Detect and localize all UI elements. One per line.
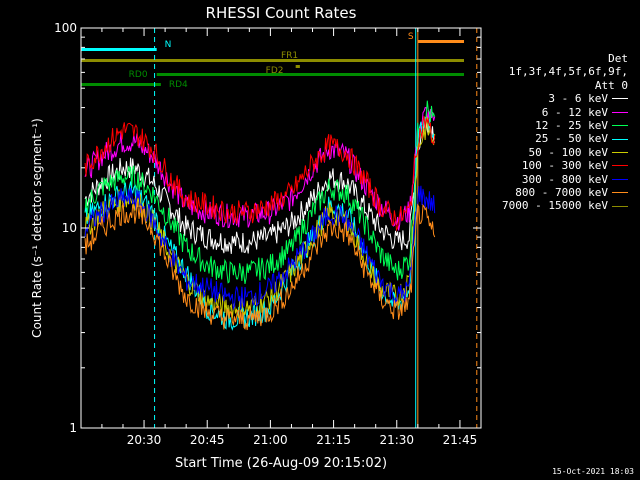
- legend-swatch: [612, 205, 628, 207]
- legend-item: 7000 - 15000 keV: [484, 199, 634, 212]
- legend-item-label: 6 - 12 keV: [541, 105, 608, 119]
- legend-item-label: 7000 - 15000 keV: [502, 199, 608, 213]
- legend-item-label: 100 - 300 keV: [521, 159, 608, 173]
- legend-swatch: [612, 165, 628, 167]
- legend-swatch: [612, 192, 628, 194]
- flag-bar-n: [81, 48, 157, 51]
- legend-swatch: [612, 178, 628, 180]
- legend-swatch: [612, 98, 628, 100]
- legend-swatch: [612, 152, 628, 154]
- plot-area: N S FR1 FD2 RD0 RD4: [81, 28, 478, 428]
- flag-label-rd0: RD0: [129, 70, 148, 80]
- y-tick-label: 100: [54, 21, 77, 35]
- x-tick-label: 21:00: [253, 433, 288, 447]
- flag-bar-fr1: [81, 59, 464, 62]
- series-line-5: [84, 115, 436, 232]
- legend-item-label: 300 - 800 keV: [521, 172, 608, 186]
- plot-frame: [80, 27, 482, 429]
- flag-bar-rd0: [156, 73, 465, 76]
- series-line-3: [84, 117, 436, 331]
- legend-item-label: 25 - 50 keV: [535, 132, 608, 146]
- x-tick-label: 21:45: [443, 433, 478, 447]
- legend-item: 25 - 50 keV: [484, 132, 634, 145]
- x-tick-label: 21:30: [379, 433, 414, 447]
- axes: 1 10 100 20:30 20:45 21:00 21:15 21:30 21:45: [54, 21, 481, 447]
- y-axis-label: Count Rate (s⁻¹ detector segment⁻¹): [30, 118, 44, 338]
- legend-item: 300 - 800 keV: [484, 173, 634, 186]
- legend-header-line2: Att 0: [594, 78, 628, 92]
- flag-bar-rd4: [81, 83, 161, 86]
- flag-bar-fd2: [295, 65, 300, 68]
- legend-item: 3 - 6 keV: [484, 92, 634, 105]
- footer-date: 15-Oct-2021 18:03: [552, 467, 634, 476]
- flag-label-n: N: [165, 40, 172, 50]
- y-tick-label: 1: [69, 421, 77, 435]
- x-tick-label: 20:45: [190, 433, 225, 447]
- flag-label-fd2: FD2: [266, 66, 284, 76]
- series-line-2: [84, 100, 436, 284]
- y-tick-label: 10: [62, 221, 77, 235]
- legend-item: 100 - 300 keV: [484, 159, 634, 172]
- legend-item-label: 50 - 100 keV: [528, 145, 608, 159]
- chart-title: RHESSI Count Rates: [206, 4, 357, 22]
- legend-item-label: 3 - 6 keV: [548, 92, 608, 106]
- legend-item: 6 - 12 keV: [484, 106, 634, 119]
- legend-item: 800 - 7000 keV: [484, 186, 634, 199]
- legend-header-line1: Det 1f,3f,4f,5f,6f,9f,: [508, 52, 628, 79]
- legend: Det 1f,3f,4f,5f,6f,9f, Att 0 3 - 6 keV 6 …: [484, 52, 634, 213]
- x-tick-label: 20:30: [127, 433, 162, 447]
- legend-item-label: 12 - 25 keV: [535, 119, 608, 133]
- flag-label-fr1: FR1: [281, 51, 298, 61]
- legend-swatch: [612, 111, 628, 113]
- flag-label-rd4: RD4: [169, 80, 188, 90]
- legend-swatch: [612, 138, 628, 140]
- flag-bar-s: [417, 40, 464, 43]
- x-axis-label: Start Time (26-Aug-09 20:15:02): [175, 456, 387, 471]
- flag-label-s: S: [408, 32, 414, 42]
- legend-item-label: 800 - 7000 keV: [515, 186, 608, 200]
- x-tick-label: 21:15: [316, 433, 351, 447]
- series-line-7: [84, 201, 436, 331]
- legend-item: 12 - 25 keV: [484, 119, 634, 132]
- legend-item: 50 - 100 keV: [484, 146, 634, 159]
- legend-swatch: [612, 125, 628, 127]
